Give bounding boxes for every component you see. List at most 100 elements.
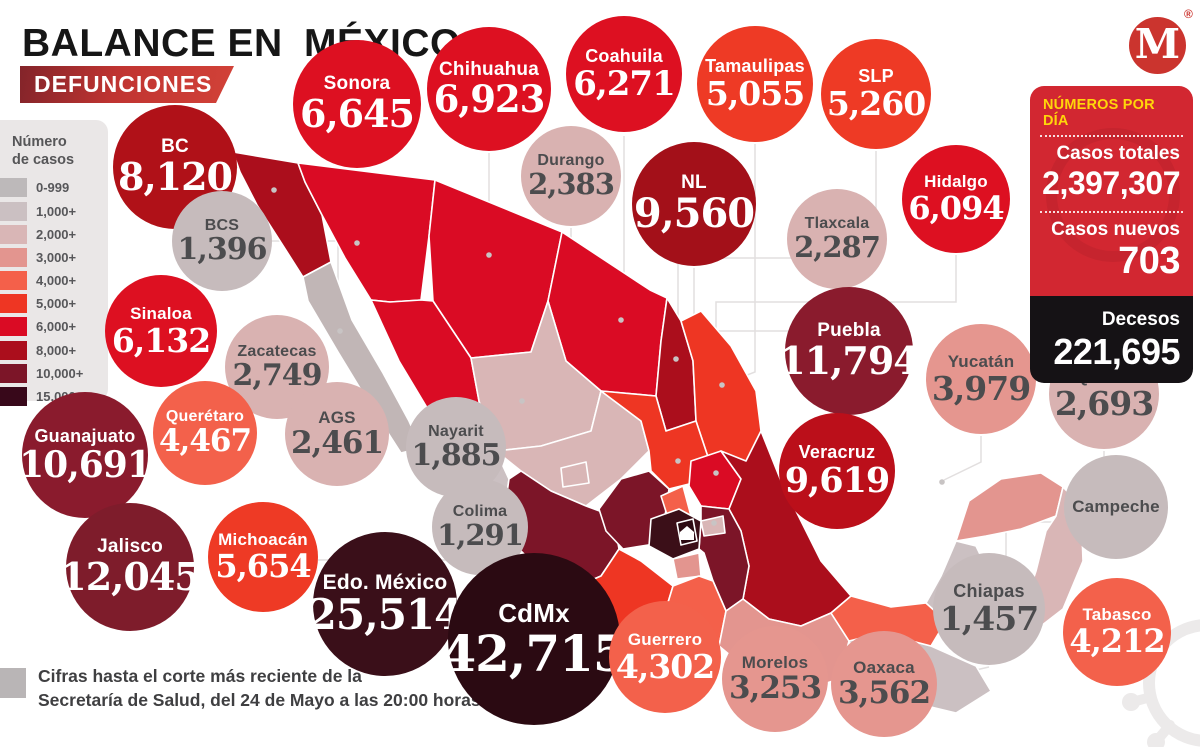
legend-title-line1: Número (12, 134, 67, 150)
dotted-divider (1040, 210, 1183, 213)
state-name: Sinaloa (130, 303, 192, 323)
daily-numbers-panel: NÚMEROS POR DÍA Casos totales 2,397,307 … (1030, 86, 1193, 383)
footnote-line1: Cifras hasta el corte más reciente de la (38, 666, 362, 686)
legend-label: 4,000+ (36, 273, 77, 289)
state-value: 42,715 (441, 623, 627, 683)
state-value: 6,094 (908, 189, 1004, 228)
state-circle-tamaulipas: Tamaulipas 5,055 (697, 26, 813, 142)
state-circle-chihuahua: Chihuahua 6,923 (427, 27, 551, 151)
state-circle-guanajuato: Guanajuato 10,691 (19, 392, 152, 518)
state-name: Hidalgo (924, 172, 988, 192)
daily-panel-red-section: NÚMEROS POR DÍA Casos totales 2,397,307 … (1030, 86, 1193, 296)
daily-panel-black-section: Decesos 221,695 (1030, 295, 1193, 383)
legend-swatch (0, 247, 27, 267)
state-value: 1,457 (939, 599, 1039, 639)
legend-row: 10,000+ (0, 362, 108, 385)
stat-value-decesos: 221,695 (1053, 330, 1180, 372)
state-value: 3,979 (931, 368, 1031, 408)
state-name: Durango (537, 152, 605, 170)
legend-swatch (0, 294, 27, 314)
legend-title-line2: de casos (12, 152, 75, 169)
state-value: 2,287 (794, 230, 881, 264)
state-name: Campeche (1072, 496, 1160, 516)
legend-swatch (0, 363, 27, 383)
stat-label-decesos: Decesos (1101, 308, 1180, 330)
state-circle-michoacan: Michoacán 5,654 (208, 502, 318, 612)
state-circle-cdmx: CdMx 42,715 (441, 553, 628, 725)
legend-swatch (0, 317, 27, 337)
state-name: Edo. México (322, 571, 448, 595)
state-circle-hidalgo: Hidalgo 6,094 (902, 145, 1010, 253)
legend-swatch (0, 387, 27, 407)
state-shape-tlaxcala (700, 515, 726, 537)
state-name: Morelos (741, 652, 809, 672)
legend-swatch (0, 178, 27, 198)
state-circle-yucatan: Yucatán 3,979 (926, 324, 1036, 434)
legend-label: 10,000+ (36, 365, 84, 381)
state-name: Tabasco (1082, 605, 1152, 625)
legend-title: Número de casos (0, 120, 108, 176)
defunciones-ribbon: DEFUNCIONES (20, 66, 234, 103)
daily-panel-title: NÚMEROS POR DÍA (1043, 97, 1155, 129)
legend-panel: Número de casos 0-999 1,000+ 2,000+ 3,00… (0, 120, 108, 407)
legend-row: 6,000+ (0, 315, 108, 338)
state-circle-queretaro: Querétaro 4,467 (153, 381, 257, 485)
state-circle-ags: AGS 2,461 (285, 382, 389, 486)
state-name: Oaxaca (853, 657, 915, 677)
state-value: 11,794 (779, 338, 919, 384)
state-value: 1,885 (411, 437, 502, 473)
state-circle-guerrero: Guerrero 4,302 (609, 601, 721, 713)
state-name: Veracruz (798, 442, 876, 463)
state-circle-oaxaca: Oaxaca 3,562 (831, 631, 937, 737)
state-value: 10,691 (19, 443, 152, 486)
state-name: Jalisco (97, 536, 163, 558)
legend-label: 0-999 (36, 180, 70, 196)
cdmx-home-icon (680, 526, 694, 540)
state-value: 5,654 (215, 547, 311, 586)
stat-label-casos-totales: Casos totales (1056, 143, 1180, 164)
page-title-prefix: BALANCE EN (22, 22, 283, 65)
legend-label: 3,000+ (36, 249, 77, 265)
state-name: Coahuila (585, 45, 663, 66)
state-value: 1,396 (177, 231, 268, 267)
state-value: 4,212 (1069, 622, 1165, 661)
state-name: AGS (318, 407, 356, 427)
state-value: 3,253 (728, 669, 822, 706)
legend-swatch (0, 224, 27, 244)
state-name: CdMx (498, 598, 570, 629)
state-circle-sinaloa: Sinaloa 6,132 (105, 275, 217, 387)
state-value: 9,560 (633, 190, 755, 238)
state-name: Sonora (323, 73, 391, 95)
state-value: 4,467 (158, 422, 252, 459)
registered-mark: ® (1184, 7, 1193, 21)
stat-value-casos-nuevos: 703 (1118, 239, 1180, 282)
legend-row: 5,000+ (0, 292, 108, 315)
state-value: 6,132 (111, 320, 211, 360)
state-name: Tlaxcala (804, 215, 870, 233)
legend-swatch (0, 201, 27, 221)
legend-label: 1,000+ (36, 203, 77, 219)
footnote-marker (0, 668, 26, 698)
legend-swatch (0, 340, 27, 360)
legend-row: 2,000+ (0, 223, 108, 246)
state-circle-chiapas: Chiapas 1,457 (933, 553, 1045, 665)
state-name: Chihuahua (439, 58, 539, 80)
state-name: Tamaulipas (705, 56, 805, 77)
milenio-logo: M (1129, 17, 1186, 74)
state-circle-tlaxcala: Tlaxcala 2,287 (787, 189, 887, 289)
state-circle-jalisco: Jalisco 12,045 (60, 503, 201, 631)
state-circle-edomex: Edo. México 25,514 (308, 532, 463, 676)
state-name: Zacatecas (237, 342, 317, 360)
state-name: Colima (452, 503, 508, 521)
state-value: 6,923 (433, 76, 546, 121)
legend-row: 8,000+ (0, 339, 108, 362)
milenio-logo-letter: M (1134, 19, 1181, 68)
state-value: 6,271 (573, 63, 675, 104)
state-circle-puebla: Puebla 11,794 (779, 287, 920, 415)
state-circle-nl: NL 9,560 (632, 142, 756, 266)
state-value: 5,055 (705, 74, 805, 114)
state-circle-morelos: Morelos 3,253 (722, 626, 828, 732)
state-circle-durango: Durango 2,383 (521, 126, 621, 226)
state-value: 2,693 (1054, 383, 1154, 423)
legend-row: 0-999 (0, 176, 108, 199)
